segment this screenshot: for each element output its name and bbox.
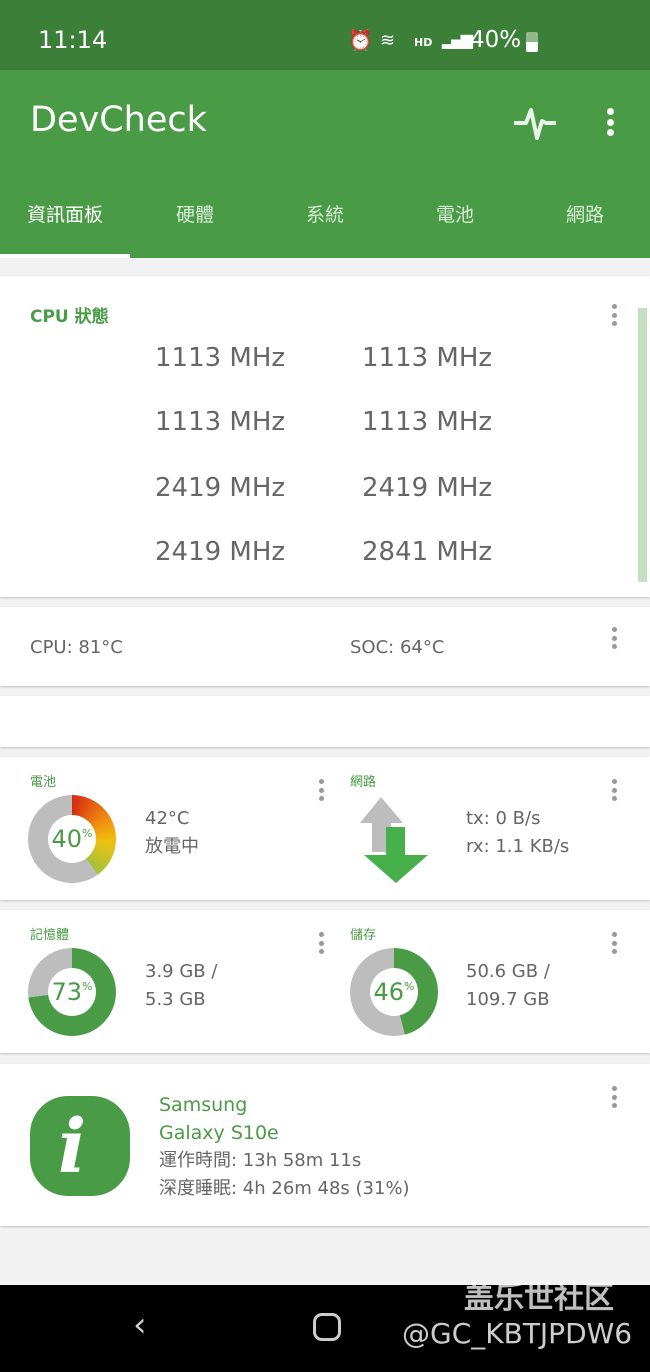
tab-dashboard[interactable]: 資訊面板 (26, 204, 103, 226)
memory-total: 5.3 GB (145, 989, 206, 1010)
memory-storage-card: 記憶體 73% 3.9 GB / 5.3 GB 儲存 46% 50.6 GB /… (0, 910, 650, 1053)
empty-card (0, 696, 650, 747)
cpu-temp: CPU: 81°C (30, 637, 123, 658)
battery-state: 放電中 (145, 836, 199, 857)
battery-percent-value: 40 (51, 825, 83, 853)
tab-network[interactable]: 網路 (565, 204, 604, 226)
storage-title: 儲存 (350, 928, 377, 943)
wifi-icon: ≋ (380, 30, 396, 51)
deep-sleep: 深度睡眠: 4h 26m 48s (31%) (159, 1178, 410, 1199)
memory-used: 3.9 GB / (145, 961, 218, 982)
cpu-core-freq: 2841 MHz (362, 537, 493, 567)
network-arrows-icon (360, 797, 428, 883)
storage-used: 50.6 GB / (466, 961, 550, 982)
scrollbar[interactable] (638, 308, 647, 582)
uptime: 運作時間: 13h 58m 11s (159, 1150, 362, 1171)
cpu-core-freq: 2419 MHz (155, 537, 286, 567)
signal-icon: ▂▄▆ (442, 30, 473, 49)
tab-system[interactable]: 系統 (305, 204, 344, 226)
storage-percent-value: 46 (373, 978, 405, 1006)
device-brand: Samsung (159, 1094, 248, 1116)
memory-menu-icon[interactable] (318, 932, 324, 954)
network-title: 網路 (350, 775, 377, 790)
navigation-bar: ‹ 盖乐世社区 @GC_KBTJPDW6 (0, 1281, 650, 1372)
more-options-icon[interactable] (606, 108, 614, 136)
battery-icon (526, 32, 538, 52)
network-menu-icon[interactable] (611, 779, 617, 801)
battery-title: 電池 (30, 775, 57, 790)
status-bar: 11:14 ⏰ ≋ HD ▂▄▆ 40% (0, 0, 650, 70)
memory-title: 記憶體 (30, 928, 70, 943)
tab-indicator (0, 254, 130, 258)
cpu-core-freq: 1113 MHz (155, 343, 286, 373)
battery-temp: 42°C (145, 808, 190, 829)
battery-menu-icon[interactable] (318, 779, 324, 801)
storage-menu-icon[interactable] (611, 932, 617, 954)
device-menu-icon[interactable] (611, 1086, 617, 1108)
memory-donut: 73% (28, 948, 116, 1036)
soc-temp: SOC: 64°C (350, 637, 445, 658)
device-model: Galaxy S10e (159, 1122, 279, 1144)
storage-total: 109.7 GB (466, 989, 550, 1010)
tab-hardware[interactable]: 硬體 (175, 204, 214, 226)
clock: 11:14 (38, 26, 108, 54)
cpu-core-freq: 1113 MHz (362, 343, 493, 373)
cpu-status-card: CPU 狀態 1113 MHz 1113 MHz 1113 MHz 1113 M… (0, 276, 650, 597)
cpu-card-title: CPU 狀態 (30, 307, 109, 327)
network-rx: rx: 1.1 KB/s (466, 836, 570, 857)
tab-battery[interactable]: 電池 (435, 204, 474, 226)
temperature-card: CPU: 81°C SOC: 64°C (0, 607, 650, 686)
app-title: DevCheck (30, 100, 207, 140)
alarm-icon: ⏰ (348, 28, 373, 52)
watermark-handle: @GC_KBTJPDW6 (402, 1317, 633, 1350)
network-tx: tx: 0 B/s (466, 808, 541, 829)
back-button[interactable]: ‹ (133, 1305, 147, 1345)
network-type: HD (414, 36, 433, 49)
battery-percent: 40% (470, 27, 522, 53)
app-bar: DevCheck 資訊面板 硬體 系統 電池 網路 (0, 70, 650, 258)
battery-donut: 40% (28, 795, 116, 883)
memory-percent-value: 73 (51, 978, 83, 1006)
cpu-menu-icon[interactable] (611, 304, 617, 326)
storage-donut: 46% (350, 948, 438, 1036)
info-icon: i (30, 1096, 130, 1196)
temp-menu-icon[interactable] (611, 627, 617, 649)
cpu-core-freq: 2419 MHz (362, 473, 493, 503)
device-card: i Samsung Galaxy S10e 運作時間: 13h 58m 11s … (0, 1064, 650, 1226)
battery-network-card: 電池 40% 42°C 放電中 網路 tx: 0 B/s rx: 1.1 KB/… (0, 757, 650, 900)
pulse-icon[interactable] (512, 104, 558, 142)
watermark-title: 盖乐世社区 (464, 1281, 614, 1316)
cpu-core-freq: 2419 MHz (155, 473, 286, 503)
cpu-core-freq: 1113 MHz (155, 407, 286, 437)
home-button[interactable] (313, 1313, 341, 1341)
cpu-core-freq: 1113 MHz (362, 407, 493, 437)
